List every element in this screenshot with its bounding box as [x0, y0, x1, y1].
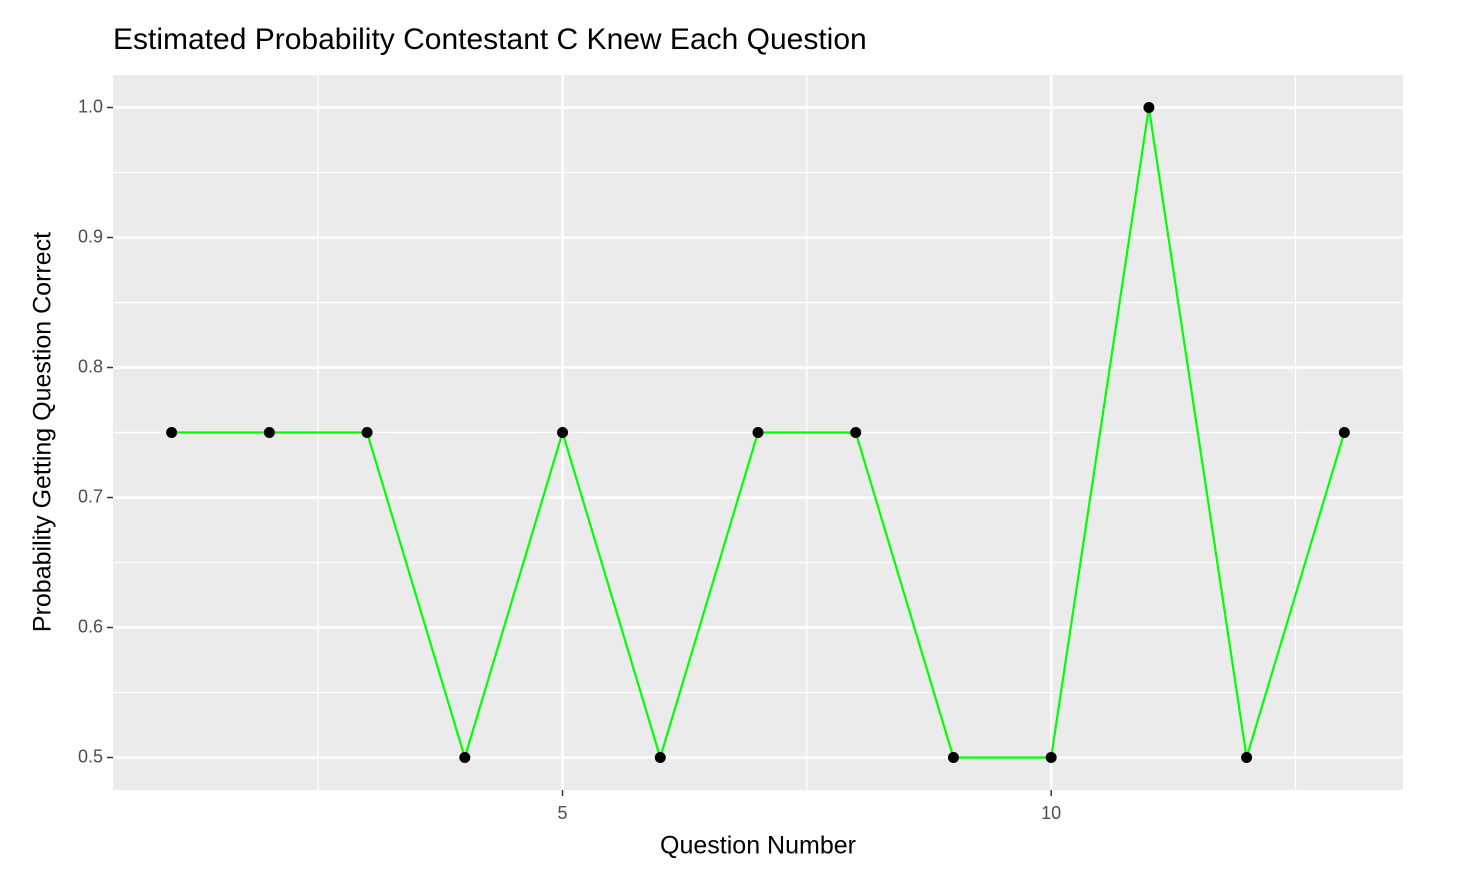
x-axis-label: Question Number: [660, 832, 856, 860]
data-point: [557, 427, 569, 438]
data-point: [1338, 427, 1350, 438]
x-tick-label: 5: [558, 803, 568, 823]
data-point: [1241, 752, 1253, 763]
data-point: [654, 752, 666, 763]
y-tick-label: 0.5: [78, 746, 103, 766]
data-point: [850, 427, 862, 438]
data-point: [361, 427, 373, 438]
y-axis-label: Probability Getting Question Correct: [29, 232, 57, 632]
data-point: [752, 427, 764, 438]
data-point: [263, 427, 275, 438]
data-point: [947, 752, 959, 763]
y-tick-label: 0.9: [78, 226, 103, 246]
data-point: [459, 752, 471, 763]
data-point: [1045, 752, 1057, 763]
y-tick-label: 0.6: [78, 616, 103, 636]
y-tick-label: 1.0: [78, 96, 103, 116]
x-tick-label: 10: [1041, 803, 1061, 823]
data-point: [166, 427, 178, 438]
y-tick-label: 0.8: [78, 356, 103, 376]
data-point: [1143, 102, 1155, 113]
y-tick-label: 0.7: [78, 486, 103, 506]
chart-title: Estimated Probability Contestant C Knew …: [113, 23, 867, 56]
